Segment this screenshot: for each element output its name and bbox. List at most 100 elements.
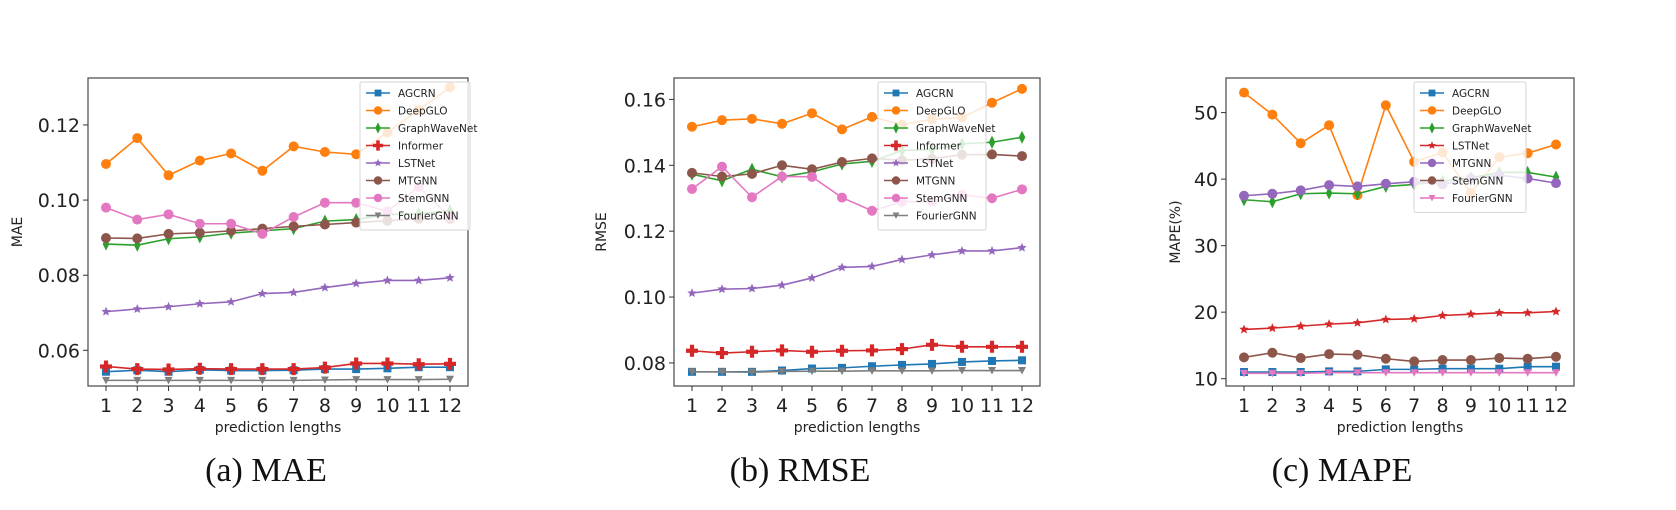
data-point bbox=[288, 221, 299, 232]
panel-rmse: 0.08 0.10 0.12 0.14 0.16 1 2 3 4 5 6 7 8 9 10 11 12 predi… bbox=[540, 0, 1080, 510]
legend-marker bbox=[891, 193, 901, 203]
data-point bbox=[1267, 347, 1278, 358]
data-point bbox=[898, 367, 906, 375]
data-point bbox=[227, 376, 236, 385]
data-point bbox=[257, 165, 268, 176]
y-tick-label: 0.14 bbox=[624, 155, 666, 177]
legend-label: GraphWaveNet bbox=[916, 123, 995, 135]
series-fouriergnn bbox=[1240, 369, 1560, 378]
data-point bbox=[837, 157, 847, 167]
x-tick-label: 7 bbox=[288, 395, 300, 417]
data-point bbox=[1295, 185, 1306, 196]
data-point bbox=[1552, 170, 1560, 184]
x-tick-label: 12 bbox=[438, 395, 462, 417]
data-point bbox=[988, 356, 996, 365]
data-point bbox=[686, 344, 698, 357]
legend-item: GraphWaveNet bbox=[1420, 122, 1531, 135]
data-point bbox=[1552, 369, 1560, 377]
data-point bbox=[1295, 353, 1306, 364]
legend-marker bbox=[893, 122, 899, 134]
legend-marker bbox=[374, 158, 382, 167]
data-point bbox=[717, 284, 727, 294]
data-point bbox=[162, 363, 175, 376]
y-tick-label: 0.10 bbox=[38, 190, 80, 212]
data-point bbox=[838, 367, 846, 376]
data-point bbox=[163, 170, 174, 181]
data-point bbox=[1296, 369, 1305, 378]
legend-item: Informer bbox=[884, 140, 962, 153]
data-point bbox=[133, 376, 142, 385]
data-point bbox=[687, 167, 697, 178]
data-point bbox=[163, 228, 174, 239]
data-point bbox=[836, 344, 848, 357]
data-point bbox=[195, 376, 204, 385]
legend-item: FourierGNN bbox=[1420, 193, 1513, 205]
legend-marker bbox=[1428, 195, 1436, 202]
data-point bbox=[1466, 369, 1475, 377]
data-point bbox=[1465, 355, 1476, 366]
x-tick-label: 3 bbox=[162, 395, 174, 417]
data-point bbox=[957, 245, 967, 255]
data-point bbox=[1239, 324, 1249, 334]
data-point bbox=[1268, 369, 1277, 378]
data-point bbox=[718, 368, 726, 376]
data-point bbox=[288, 287, 299, 297]
data-point bbox=[1522, 353, 1533, 364]
caption-mape: (c) MAPE bbox=[1271, 452, 1413, 489]
legend-item: DeepGLO bbox=[884, 106, 966, 118]
data-point bbox=[131, 363, 144, 376]
data-point bbox=[257, 288, 268, 298]
x-tick-label: 2 bbox=[1266, 395, 1278, 417]
x-tick-label: 6 bbox=[836, 395, 848, 417]
data-point bbox=[445, 272, 455, 282]
data-point bbox=[1267, 109, 1278, 120]
x-axis-label: prediction lengths bbox=[1337, 420, 1464, 436]
x-tick-label: 10 bbox=[1487, 395, 1511, 417]
data-point bbox=[956, 340, 968, 353]
data-point bbox=[868, 367, 876, 375]
legend-item: LSTNet bbox=[1420, 141, 1489, 153]
series-stemgnn bbox=[1239, 347, 1561, 367]
data-point bbox=[868, 362, 876, 371]
data-point bbox=[837, 262, 847, 272]
legend-marker bbox=[892, 158, 900, 167]
data-point bbox=[1380, 353, 1391, 364]
data-point bbox=[1352, 349, 1363, 360]
x-tick-label: 3 bbox=[746, 395, 758, 417]
data-point bbox=[195, 298, 205, 308]
data-point bbox=[717, 161, 727, 172]
data-point bbox=[1240, 369, 1248, 378]
data-point bbox=[256, 363, 269, 376]
legend-marker bbox=[1428, 89, 1436, 97]
legend: AGCRN DeepGLO GraphWaveNet Informer LSTNet MT… bbox=[359, 81, 477, 231]
x-tick-label: 2 bbox=[131, 395, 143, 417]
data-point bbox=[717, 115, 727, 126]
data-point bbox=[1017, 151, 1027, 162]
data-point bbox=[1381, 369, 1390, 377]
data-point bbox=[164, 376, 173, 385]
data-point bbox=[194, 155, 205, 166]
legend-label: LSTNet bbox=[1452, 141, 1489, 153]
legend-marker bbox=[373, 193, 383, 203]
legend-item: FourierGNN bbox=[884, 211, 977, 223]
data-point bbox=[1239, 190, 1249, 201]
data-point bbox=[1551, 351, 1561, 362]
data-point bbox=[101, 233, 111, 244]
legend-marker bbox=[1427, 106, 1437, 115]
data-point bbox=[1352, 317, 1363, 327]
data-point bbox=[226, 148, 237, 159]
legend-item: DeepGLO bbox=[366, 106, 448, 118]
data-point bbox=[1295, 138, 1306, 149]
legend-label: StemGNN bbox=[1452, 176, 1503, 188]
data-point bbox=[194, 227, 205, 238]
data-point bbox=[163, 301, 174, 311]
legend-label: FourierGNN bbox=[916, 211, 977, 223]
panel-mape: 10 20 30 40 50 1 2 3 4 5 6 7 8 9 10 11 12 prediction leng… bbox=[1080, 0, 1620, 510]
data-point bbox=[1409, 313, 1419, 323]
data-point bbox=[987, 97, 997, 108]
x-tick-label: 9 bbox=[1465, 395, 1477, 417]
data-point bbox=[687, 121, 697, 132]
data-point bbox=[778, 368, 786, 376]
series-line bbox=[106, 378, 451, 382]
data-point bbox=[687, 288, 697, 298]
